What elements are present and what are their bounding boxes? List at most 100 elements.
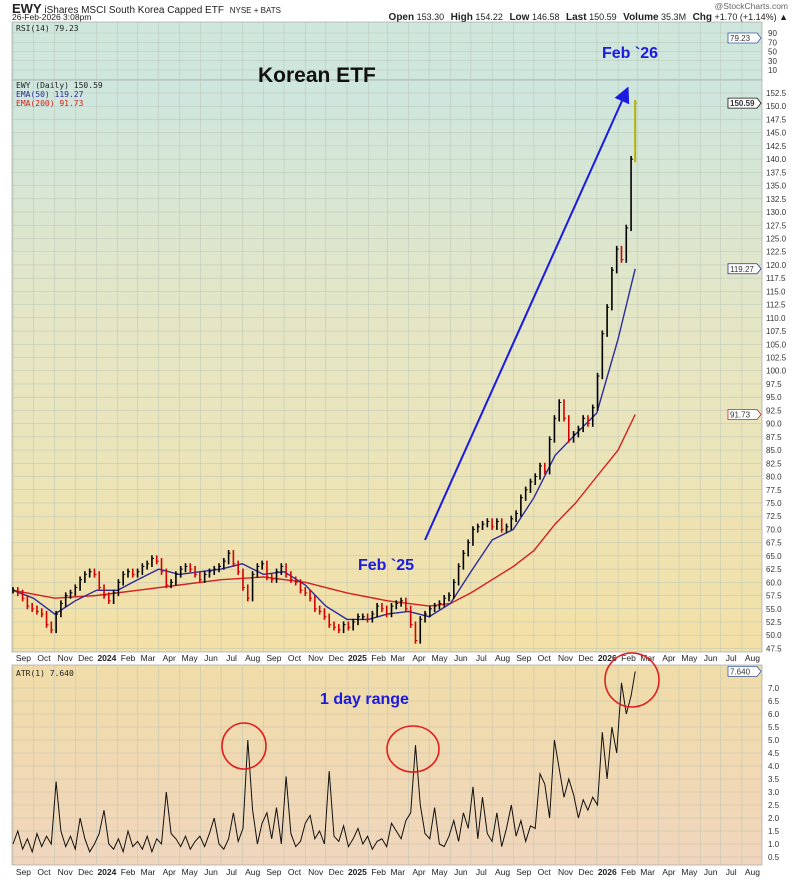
chart-title: EWY iShares MSCI South Korea Capped ETF …: [12, 1, 281, 16]
price-tick-label: 132.5: [766, 195, 787, 204]
rsi-tick-label: 10: [768, 66, 777, 75]
x-tick-label: Feb: [621, 653, 636, 663]
rsi-legend: RSI(14) 79.23: [16, 24, 79, 33]
x-tick-label: Sep: [16, 867, 31, 877]
high-value: 154.22: [475, 12, 503, 22]
x-tick-label: Feb: [371, 653, 386, 663]
x-tick-label: 2026: [598, 653, 617, 663]
rsi-tick-label: 90: [768, 29, 777, 38]
x-tick-label: Jun: [204, 653, 218, 663]
x-tick-label: May: [681, 867, 698, 877]
atr-tick-label: 2.0: [768, 814, 780, 823]
x-tick-label: Apr: [163, 653, 176, 663]
security-name: iShares MSCI South Korea Capped ETF: [44, 5, 224, 16]
ema200-value-tag-box: [727, 409, 762, 420]
x-tick-label: Feb: [121, 653, 136, 663]
price-tick-label: 152.5: [766, 89, 787, 98]
atr-tick-label: 5.5: [768, 723, 780, 732]
x-tick-label: Mar: [640, 867, 655, 877]
rsi-tick-label: 30: [768, 57, 777, 66]
ema200-legend: EMA(200) 91.73: [16, 99, 84, 108]
chart-annotation-title: Korean ETF: [258, 64, 376, 87]
price-tick-label: 65.0: [766, 552, 782, 561]
x-tick-label: Apr: [412, 653, 425, 663]
price-legend: EWY (Daily) 150.59: [16, 81, 103, 90]
volume-value: 35.3M: [661, 12, 687, 22]
x-tick-label: Apr: [412, 867, 425, 877]
x-tick-label: Apr: [662, 867, 675, 877]
x-tick-label: Aug: [495, 653, 510, 663]
x-tick-label: Sep: [16, 653, 31, 663]
price-tick-label: 80.0: [766, 473, 782, 482]
x-tick-label: Dec: [329, 867, 345, 877]
x-tick-label: Jun: [454, 867, 468, 877]
price-tick-label: 100.0: [766, 367, 787, 376]
x-tick-label: Dec: [578, 653, 594, 663]
last-price-tag-box: [727, 97, 762, 109]
last-price-tag: 150.59: [730, 99, 755, 108]
annotation-feb26: Feb `26: [602, 45, 658, 62]
x-tick-label: Mar: [390, 867, 405, 877]
price-tick-label: 117.5: [766, 274, 786, 283]
atr-tick-label: 1.5: [768, 827, 780, 836]
price-tick-label: 137.5: [766, 168, 787, 177]
price-tick-label: 90.0: [766, 420, 782, 429]
x-tick-label: Nov: [558, 867, 574, 877]
quote-summary: Open 153.30 High 154.22 Low 146.58 Last …: [385, 12, 788, 23]
x-tick-label: Nov: [308, 653, 324, 663]
x-tick-label: Feb: [121, 867, 136, 877]
x-tick-label: May: [681, 653, 698, 663]
ema200-value-tag: 91.73: [730, 410, 751, 419]
price-tick-label: 47.5: [766, 644, 782, 653]
price-tick-label: 120.0: [766, 261, 787, 270]
price-tick-label: 57.5: [766, 592, 782, 601]
highlight-circle-aug-2024: [221, 722, 267, 770]
x-tick-label: Feb: [621, 867, 636, 877]
annotation-day-range: 1 day range: [320, 691, 409, 708]
x-tick-label: Feb: [371, 867, 386, 877]
ema50-value-tag-box: [727, 263, 762, 275]
low-value: 146.58: [531, 12, 560, 22]
x-tick-label: Sep: [516, 653, 531, 663]
x-tick-label: Jul: [226, 867, 237, 877]
x-tick-label: Nov: [58, 653, 74, 663]
highlight-circle-feb-2026: [604, 652, 660, 708]
x-tick-label: Jul: [726, 653, 737, 663]
x-tick-label: May: [182, 653, 199, 663]
price-tick-label: 72.5: [766, 512, 782, 521]
atr-tick-label: 5.0: [768, 736, 780, 745]
rsi-tick-label: 70: [768, 38, 777, 47]
price-tick-label: 85.0: [766, 446, 782, 455]
ema50-legend: EMA(50) 119.27: [16, 90, 84, 99]
x-tick-label: Oct: [538, 653, 552, 663]
price-tick-label: 127.5: [766, 221, 787, 230]
price-tick-label: 95.0: [766, 393, 782, 402]
price-tick-label: 122.5: [766, 248, 787, 257]
atr-line: [12, 671, 636, 854]
atr-tick-label: 4.5: [768, 749, 780, 758]
x-tick-label: Apr: [163, 867, 176, 877]
x-tick-label: Oct: [37, 653, 51, 663]
price-tick-label: 107.5: [766, 327, 787, 336]
x-tick-label: Aug: [245, 653, 260, 663]
symbol: EWY: [12, 1, 42, 16]
change-label: Chg: [692, 12, 713, 23]
price-tick-label: 87.5: [766, 433, 782, 442]
x-tick-label: 2024: [97, 867, 116, 877]
price-tick-label: 102.5: [766, 354, 787, 363]
x-tick-label: 2026: [598, 867, 617, 877]
x-tick-label: Aug: [495, 867, 510, 877]
price-tick-label: 112.5: [766, 301, 786, 310]
x-tick-label: Sep: [266, 653, 281, 663]
last-value: 150.59: [589, 12, 617, 22]
atr-tick-label: 1.0: [768, 840, 780, 849]
x-tick-label: Dec: [78, 653, 94, 663]
x-tick-label: Aug: [745, 653, 760, 663]
price-tick-label: 105.0: [766, 340, 787, 349]
marks: [12, 99, 638, 854]
exchange: NYSE + BATS: [229, 6, 281, 15]
price-tick-label: 52.5: [766, 618, 782, 627]
atr-tick-label: 7.0: [768, 684, 780, 693]
price-tick-label: 75.0: [766, 499, 782, 508]
